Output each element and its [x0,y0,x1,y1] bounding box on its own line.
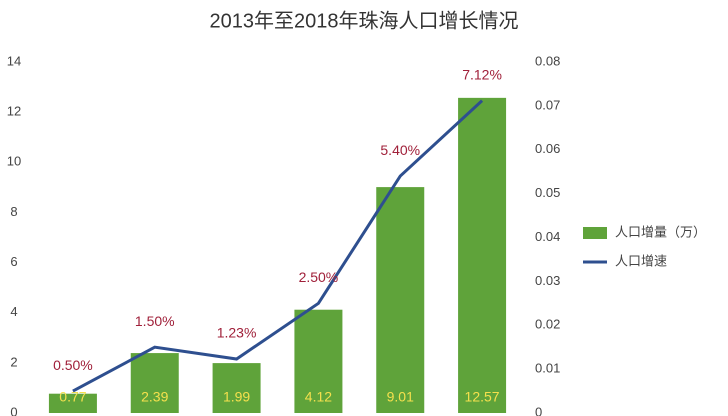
y-tick-label: 6 [10,254,17,269]
legend-label: 人口增量（万） [615,224,706,239]
line-value-label: 2.50% [299,269,339,285]
y-tick-label: 14 [7,53,21,68]
y-tick-label: 0 [10,404,17,416]
chart-title: 2013年至2018年珠海人口增长情况 [210,9,519,32]
y-tick-label: 8 [10,204,17,219]
bar-value-label: 12.57 [465,389,500,405]
bar-value-label: 2.39 [141,389,168,405]
y-tick-label: 4 [10,304,17,319]
y2-tick-label: 0.02 [535,317,560,332]
bar [458,97,507,413]
line-value-label: 1.23% [217,325,257,341]
legend-label: 人口增速 [615,253,667,268]
y2-tick-label: 0 [535,404,542,416]
y2-tick-label: 0.03 [535,273,560,288]
bar-value-label: 1.99 [223,389,250,405]
y2-tick-label: 0.06 [535,141,560,156]
legend-swatch [583,227,607,239]
bar [376,187,425,413]
line-value-label: 1.50% [135,313,175,329]
bar [212,363,261,413]
line-value-label: 0.50% [53,357,93,373]
y-tick-label: 2 [10,354,17,369]
y2-tick-label: 0.07 [535,97,560,112]
bar [294,309,343,413]
bar-value-label: 0.77 [59,389,86,405]
bar-value-label: 4.12 [305,389,332,405]
y-tick-label: 12 [7,104,21,119]
line-value-label: 7.12% [462,66,502,82]
bar [48,393,97,413]
bar [130,353,179,413]
line [72,99,484,393]
y2-tick-label: 0.04 [535,229,560,244]
y2-tick-label: 0.01 [535,361,560,376]
y2-tick-label: 0.08 [535,53,560,68]
bar-value-label: 9.01 [387,389,414,405]
line-value-label: 5.40% [380,142,420,158]
y-tick-label: 10 [7,154,21,169]
y2-tick-label: 0.05 [535,185,560,200]
